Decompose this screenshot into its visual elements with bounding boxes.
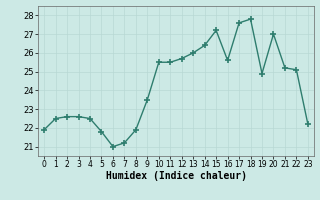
X-axis label: Humidex (Indice chaleur): Humidex (Indice chaleur)	[106, 171, 246, 181]
